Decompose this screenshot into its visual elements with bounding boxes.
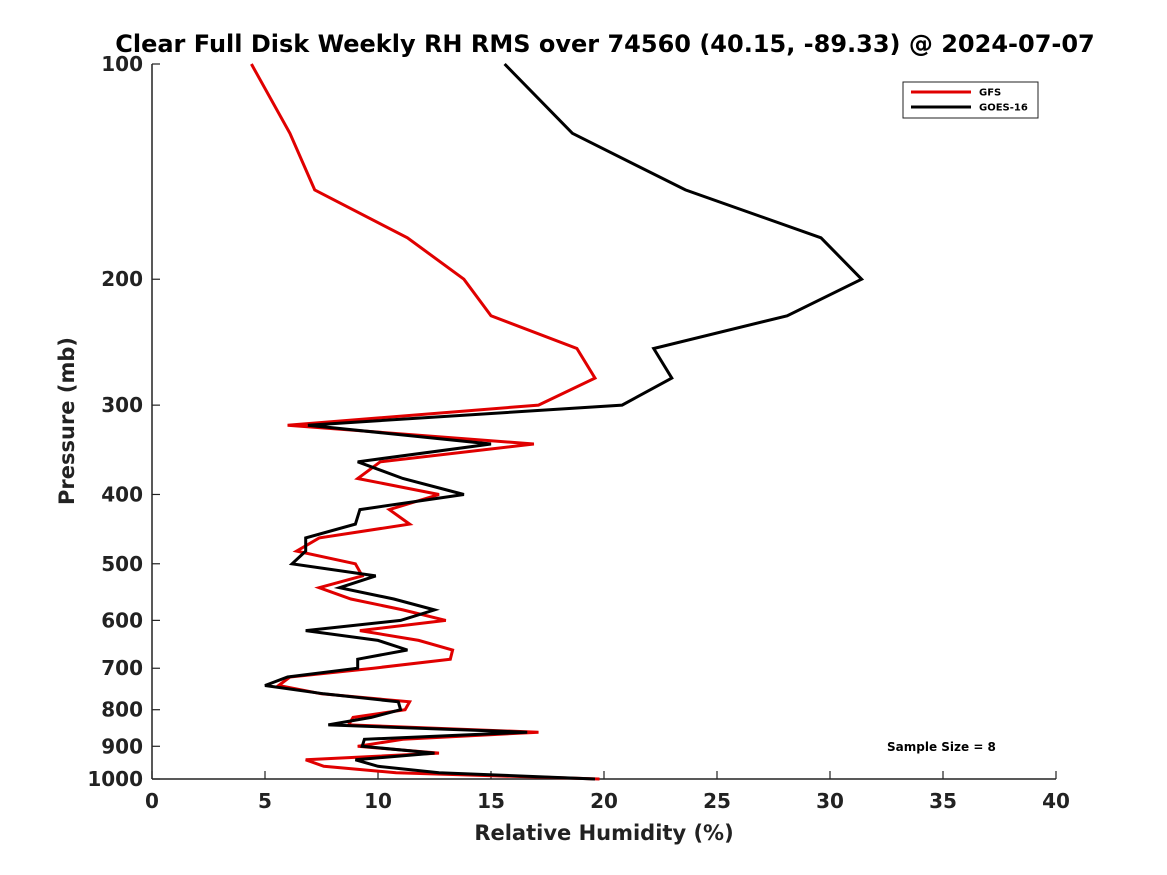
x-tick-label: 20 [590,789,618,813]
y-tick-label: 700 [101,656,143,680]
chart-title: Clear Full Disk Weekly RH RMS over 74560… [115,30,1095,58]
y-tick-label: 100 [101,52,143,76]
x-tick-label: 5 [258,789,272,813]
legend-label-gfs: GFS [979,88,1001,99]
x-tick-label: 0 [145,789,159,813]
y-tick-label: 800 [101,698,143,722]
x-tick-label: 10 [364,789,392,813]
legend: GFS GOES-16 [902,81,1039,119]
legend-box [902,81,1039,119]
series-line-goes-16 [264,62,865,781]
x-tick-label: 15 [477,789,505,813]
series-group [250,62,865,781]
x-tick-label: 25 [703,789,731,813]
y-tick-label: 300 [101,393,143,417]
x-axis-label: Relative Humidity (%) [474,821,733,845]
y-tick-label: 600 [101,608,143,632]
sample-size-note: Sample Size = 8 [887,740,996,754]
plot-area [152,64,1056,779]
y-tick-label: 400 [101,482,143,506]
y-tick-label: 500 [101,552,143,576]
x-tick-label: 30 [816,789,844,813]
x-tick-label: 35 [929,789,957,813]
y-tick-label: 200 [101,267,143,291]
series-line-gfs [250,63,600,781]
y-ticks: 100 200 300 400 500 600 700 800 900 1000 [87,52,160,791]
y-axis-label: Pressure (mb) [55,337,79,505]
x-ticks: 0 5 10 15 20 25 30 35 40 [145,771,1070,813]
y-tick-label: 900 [101,734,143,758]
y-tick-label: 1000 [87,767,143,791]
legend-label-goes-16: GOES-16 [979,103,1028,114]
x-tick-label: 40 [1042,789,1070,813]
